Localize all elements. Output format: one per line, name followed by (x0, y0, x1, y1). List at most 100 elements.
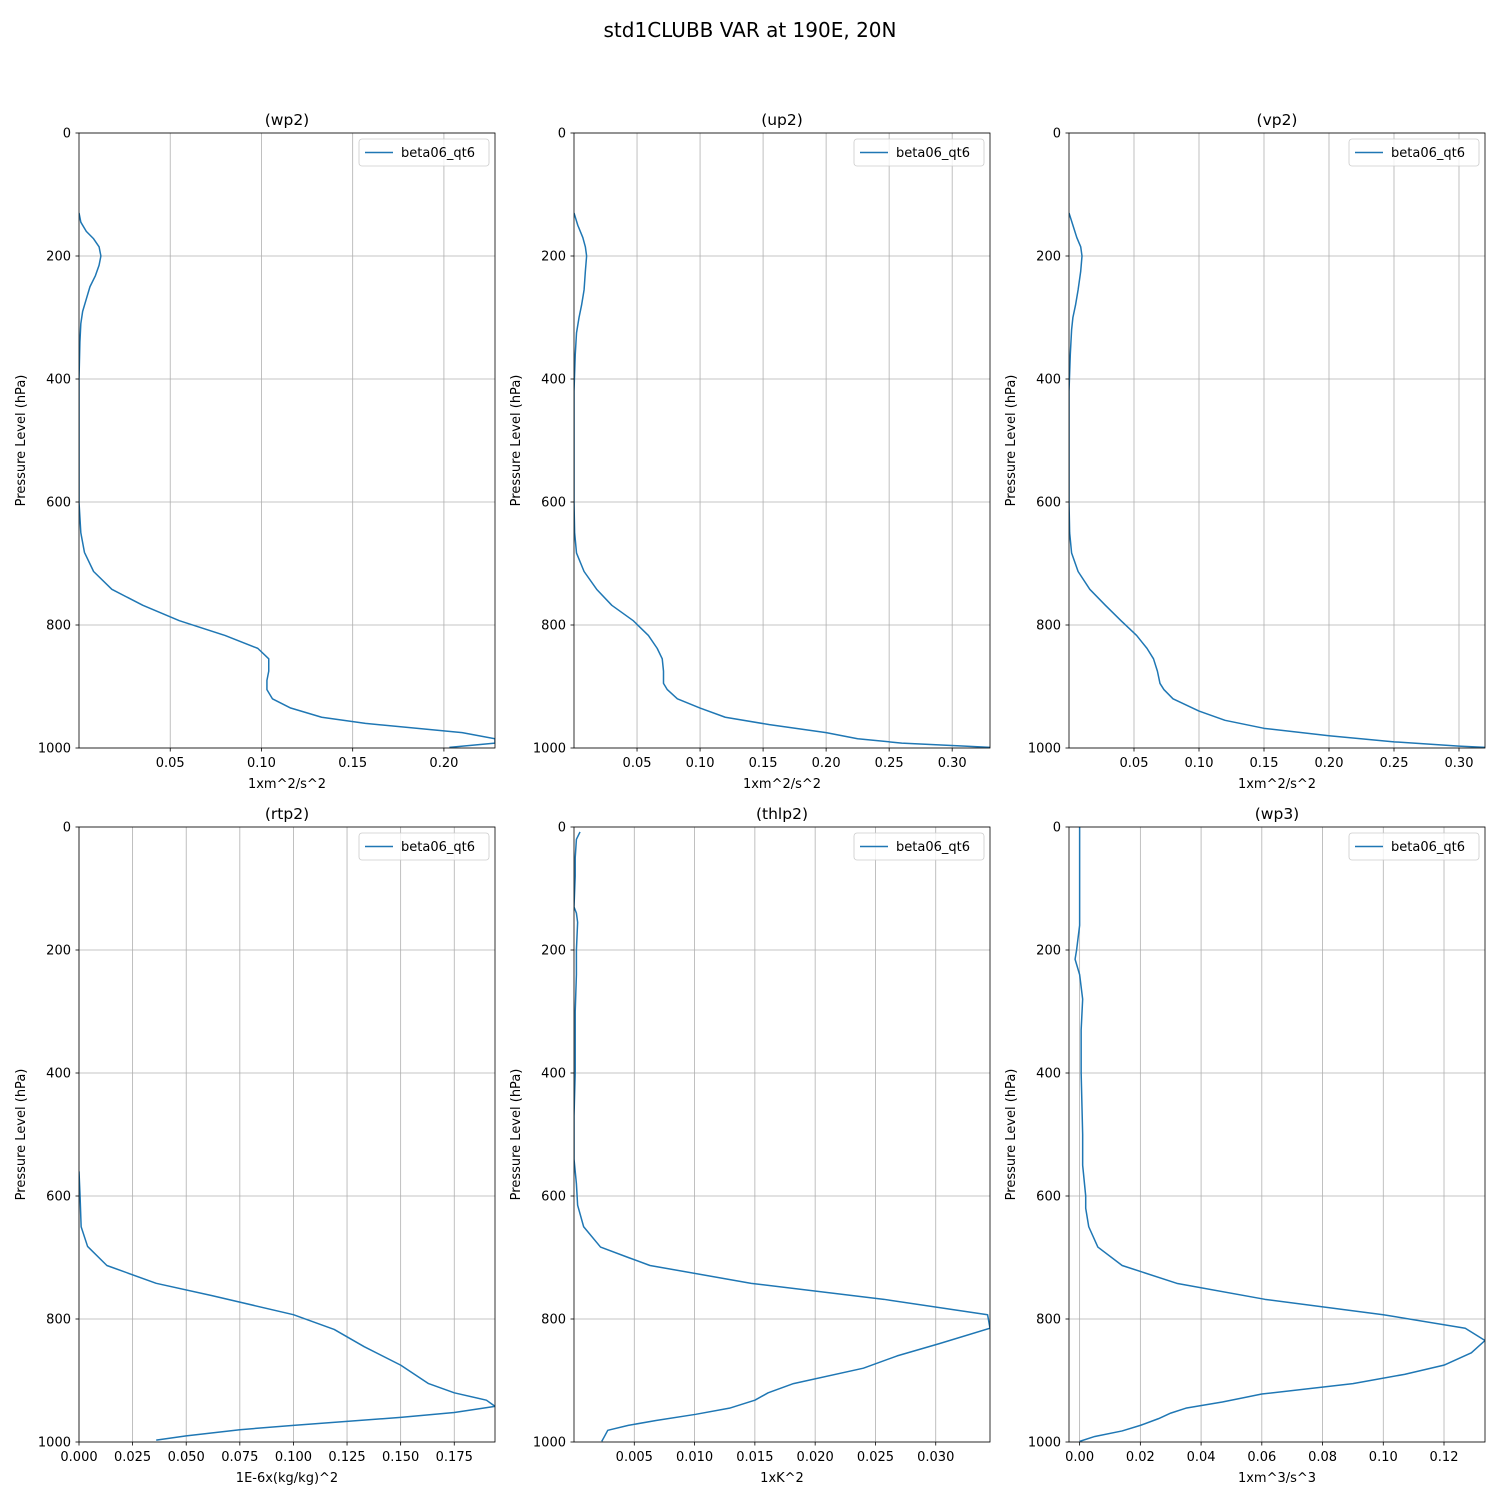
x-tick-label: 0.10 (247, 756, 276, 771)
legend-label: beta06_qt6 (401, 840, 475, 855)
legend: beta06_qt6 (358, 832, 490, 861)
x-tick-label: 0.00 (1065, 1450, 1094, 1465)
y-tick-label: 200 (541, 944, 566, 959)
legend-box (358, 138, 490, 167)
axes-frame (573, 132, 991, 749)
x-tick-label: 0.25 (1380, 756, 1409, 771)
y-tick-label: 1000 (533, 742, 566, 757)
y-tick-label: 0 (558, 821, 566, 836)
x-axis-label: 1E-6x(kg/kg)^2 (236, 1471, 338, 1486)
subplot-5: 0.005 0.010 0.015 0.020 0.025 0.030 0 200 400 600… (509, 805, 991, 1486)
x-tick-label: 0.12 (1430, 1450, 1459, 1465)
legend-label: beta06_qt6 (1391, 840, 1465, 855)
y-tick-label: 200 (1036, 944, 1061, 959)
subplot-title: (thlp2) (756, 805, 808, 823)
y-tick-label: 1000 (38, 1436, 71, 1451)
x-tick-label: 0.010 (676, 1450, 713, 1465)
axes-frame (573, 826, 991, 1443)
x-tick-label: 0.04 (1187, 1450, 1216, 1465)
x-tick-label: 0.06 (1247, 1450, 1276, 1465)
series-line-beta06_qt6 (574, 831, 990, 1442)
subplot-grid: 0.05 0.10 0.15 0.20 0 200 400 600 800 1000 (wp2) 1x… (14, 111, 1486, 1486)
x-tick-label: 0.30 (938, 756, 967, 771)
plot-area (79, 133, 495, 748)
y-tick-label: 200 (46, 944, 71, 959)
y-tick-label: 600 (46, 496, 71, 511)
y-tick-label: 800 (541, 1313, 566, 1328)
y-tick-label: 800 (1036, 1313, 1061, 1328)
subplot-2: 0.05 0.10 0.15 0.20 0.25 0.30 0 200 400 600 800 100… (509, 111, 991, 792)
plot-area (79, 827, 495, 1442)
legend-box (358, 832, 490, 861)
x-tick-label: 0.10 (1369, 1450, 1398, 1465)
y-tick-label: 1000 (533, 1436, 566, 1451)
legend: beta06_qt6 (1348, 138, 1480, 167)
x-tick-label: 0.10 (686, 756, 715, 771)
x-tick-label: 0.000 (60, 1450, 97, 1465)
x-tick-label: 0.15 (749, 756, 778, 771)
subplot-title: (wp3) (1255, 805, 1299, 823)
legend-label: beta06_qt6 (1391, 146, 1465, 161)
y-tick-label: 0 (1053, 821, 1061, 836)
y-tick-label: 200 (1036, 250, 1061, 265)
y-axis-label: Pressure Level (hPa) (509, 375, 524, 507)
x-tick-label: 0.025 (114, 1450, 151, 1465)
x-tick-label: 0.005 (616, 1450, 653, 1465)
subplot-4: 0.000 0.025 0.050 0.075 0.100 0.125 0.150 0.175… (14, 805, 496, 1486)
x-tick-label: 0.05 (1120, 756, 1149, 771)
y-tick-label: 200 (541, 250, 566, 265)
x-tick-label: 0.30 (1445, 756, 1474, 771)
series-line-beta06_qt6 (1074, 827, 1485, 1442)
series-line-beta06_qt6 (79, 212, 495, 748)
x-axis-label: 1xm^3/s^3 (1238, 1471, 1316, 1486)
subplot-6: 0.00 0.02 0.04 0.06 0.08 0.10 0.12 0 200 400 600 80… (1004, 805, 1486, 1486)
legend-box (1348, 138, 1480, 167)
y-tick-label: 1000 (38, 742, 71, 757)
legend-box (1348, 832, 1480, 861)
y-axis-label: Pressure Level (hPa) (14, 1069, 29, 1201)
x-tick-label: 0.015 (736, 1450, 773, 1465)
figure-title: std1CLUBB VAR at 190E, 20N (604, 18, 897, 42)
axes-frame (78, 132, 496, 749)
y-tick-label: 0 (558, 127, 566, 142)
x-tick-label: 0.15 (338, 756, 367, 771)
x-tick-label: 0.20 (429, 756, 458, 771)
x-tick-label: 0.030 (917, 1450, 954, 1465)
subplot-title: (rtp2) (265, 805, 309, 823)
y-axis-label: Pressure Level (hPa) (1004, 1069, 1019, 1201)
y-tick-label: 0 (63, 127, 71, 142)
axes-frame (78, 826, 496, 1443)
x-tick-label: 0.125 (328, 1450, 365, 1465)
legend: beta06_qt6 (1348, 832, 1480, 861)
series-line-beta06_qt6 (1069, 212, 1485, 748)
x-tick-label: 0.05 (623, 756, 652, 771)
legend-label: beta06_qt6 (401, 146, 475, 161)
plot-area (1069, 133, 1485, 748)
legend-label: beta06_qt6 (896, 840, 970, 855)
y-tick-label: 600 (541, 1190, 566, 1205)
y-tick-label: 400 (541, 1067, 566, 1082)
legend: beta06_qt6 (853, 832, 985, 861)
subplot-3: 0.05 0.10 0.15 0.20 0.25 0.30 0 200 400 600 800 100… (1004, 111, 1486, 792)
legend: beta06_qt6 (358, 138, 490, 167)
y-tick-label: 400 (46, 1067, 71, 1082)
y-tick-label: 600 (1036, 1190, 1061, 1205)
x-tick-label: 0.02 (1126, 1450, 1155, 1465)
subplot-1: 0.05 0.10 0.15 0.20 0 200 400 600 800 1000 (wp2) 1x… (14, 111, 496, 792)
y-tick-label: 800 (46, 1313, 71, 1328)
x-tick-label: 0.25 (875, 756, 904, 771)
axes-frame (1068, 132, 1486, 749)
x-axis-label: 1xm^2/s^2 (743, 777, 821, 792)
y-axis-label: Pressure Level (hPa) (14, 375, 29, 507)
y-tick-label: 1000 (1028, 1436, 1061, 1451)
series-line-beta06_qt6 (574, 212, 990, 748)
x-tick-label: 0.025 (857, 1450, 894, 1465)
axes-frame (1068, 826, 1486, 1443)
x-tick-label: 0.20 (812, 756, 841, 771)
subplot-title: (vp2) (1257, 111, 1298, 129)
x-axis-label: 1xm^2/s^2 (248, 777, 326, 792)
y-tick-label: 800 (46, 619, 71, 634)
y-tick-label: 400 (1036, 373, 1061, 388)
x-tick-label: 0.15 (1250, 756, 1279, 771)
